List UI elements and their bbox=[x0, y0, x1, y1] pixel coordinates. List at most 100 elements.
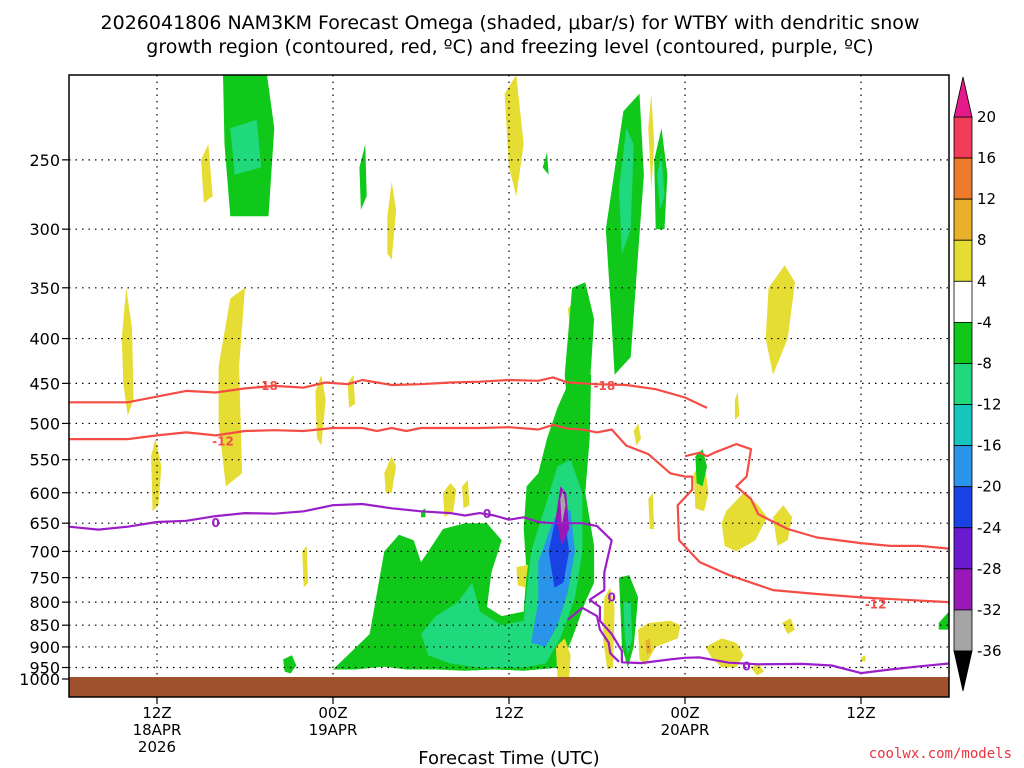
colorbar-swatch bbox=[953, 527, 973, 570]
chart-title-line-2: growth region (contoured, red, ºC) and f… bbox=[146, 36, 873, 58]
omega-shade-region bbox=[633, 423, 641, 446]
contour-label: -12 bbox=[212, 435, 234, 449]
colorbar-swatch bbox=[953, 157, 973, 200]
x-tick-label: 2026 bbox=[138, 738, 176, 756]
colorbar-swatch bbox=[953, 486, 973, 529]
omega-shade-region bbox=[657, 152, 665, 210]
y-tick-label: 500 bbox=[29, 414, 60, 433]
freezing-level-contour-line bbox=[69, 502, 949, 675]
omega-shade-region bbox=[638, 620, 681, 666]
omega-shade-region bbox=[648, 93, 655, 190]
colorbar-level-label: -32 bbox=[977, 601, 1002, 619]
omega-shade-region bbox=[218, 287, 245, 487]
contour-label: 0 bbox=[483, 507, 491, 521]
colorbar-swatch bbox=[953, 280, 973, 323]
colorbar-legend: 20 16 12 8 4 -4 -8 -12 -16 -20 -24 -28 -32 -36 bbox=[953, 76, 1002, 692]
colorbar-swatch bbox=[953, 239, 973, 282]
omega-shade-region bbox=[560, 489, 566, 527]
omega-shade-region bbox=[443, 483, 457, 518]
colorbar-swatch bbox=[953, 568, 973, 611]
y-tick-label: 450 bbox=[29, 374, 60, 393]
y-tick-label: 1000 bbox=[19, 670, 60, 689]
colorbar-level-label: -12 bbox=[977, 396, 1002, 414]
x-tick-label: 12Z bbox=[494, 704, 523, 722]
y-tick-label: 800 bbox=[29, 593, 60, 612]
omega-shade-region bbox=[695, 449, 707, 487]
omega-shade-region bbox=[555, 638, 571, 678]
x-tick-label: 00Z bbox=[318, 704, 347, 722]
dgz-contour-line bbox=[69, 376, 708, 409]
colorbar-bottom-arrow bbox=[953, 650, 973, 692]
contour-label: -12 bbox=[865, 598, 887, 612]
contour-label: -18 bbox=[593, 379, 615, 393]
credit-text: coolwx.com/models bbox=[869, 746, 1012, 762]
y-tick-label: 250 bbox=[29, 151, 60, 170]
omega-shade-region bbox=[602, 587, 615, 670]
colorbar-level-label: 8 bbox=[977, 231, 987, 249]
colorbar-level-label: -8 bbox=[977, 354, 992, 372]
y-tick-label: 350 bbox=[29, 279, 60, 298]
colorbar-swatch bbox=[953, 609, 973, 652]
colorbar-top-arrow bbox=[953, 76, 973, 118]
y-tick-label: 600 bbox=[29, 484, 60, 503]
dgz-contour-line bbox=[69, 423, 949, 604]
omega-shade-region bbox=[542, 152, 549, 175]
y-tick-label: 750 bbox=[29, 569, 60, 588]
omega-shade-region bbox=[861, 655, 866, 662]
contour-layer: -18 -18 -12 -12 0 0 0 0 bbox=[69, 376, 949, 675]
omega-shading-layer bbox=[121, 75, 949, 678]
colorbar-swatch bbox=[953, 363, 973, 405]
omega-shade-region bbox=[734, 391, 740, 420]
plot-background bbox=[69, 75, 949, 697]
omega-shade-region bbox=[384, 456, 397, 493]
chart-title-line-1: 2026041806 NAM3KM Forecast Omega (shaded… bbox=[101, 12, 920, 34]
x-axis-label: Forecast Time (UTC) bbox=[418, 748, 599, 768]
colorbar-level-label: -24 bbox=[977, 519, 1002, 537]
x-tick-label: 19APR bbox=[309, 721, 358, 739]
y-tick-label: 650 bbox=[29, 514, 60, 533]
omega-shade-region bbox=[781, 618, 795, 634]
contour-label: 0 bbox=[742, 659, 750, 673]
colorbar-level-label: 12 bbox=[977, 190, 996, 208]
colorbar-level-label: 20 bbox=[977, 108, 996, 126]
colorbar-level-label: -16 bbox=[977, 437, 1002, 455]
colorbar-swatch bbox=[953, 404, 973, 447]
omega-shade-region bbox=[230, 119, 262, 175]
colorbar-swatch bbox=[953, 321, 973, 364]
contour-label: 0 bbox=[607, 590, 615, 604]
y-tick-label: 400 bbox=[29, 330, 60, 349]
colorbar-swatch bbox=[953, 445, 973, 488]
omega-shade-region bbox=[516, 564, 529, 588]
x-tick-label: 12Z bbox=[846, 704, 875, 722]
colorbar-level-label: -36 bbox=[977, 642, 1002, 660]
plot-area: -18 -18 -12 -12 0 0 0 0 bbox=[69, 75, 949, 697]
omega-shade-region bbox=[504, 75, 524, 197]
y-tick-label: 950 bbox=[29, 658, 60, 677]
y-tick-label: 850 bbox=[29, 616, 60, 635]
omega-shade-region bbox=[751, 663, 765, 676]
y-tick-label: 700 bbox=[29, 542, 60, 561]
colorbar-level-label: 16 bbox=[977, 149, 996, 167]
omega-shade-region bbox=[359, 144, 367, 210]
ground-terrain bbox=[69, 677, 949, 697]
dgz-contour-line bbox=[684, 443, 949, 550]
colorbar-level-label: -4 bbox=[977, 313, 992, 331]
omega-shade-region bbox=[283, 655, 297, 674]
omega-shade-region bbox=[315, 374, 326, 446]
colorbar-swatch bbox=[953, 198, 973, 241]
omega-shade-region bbox=[648, 492, 655, 529]
y-tick-label: 300 bbox=[29, 220, 60, 239]
contour-label: 0 bbox=[211, 516, 219, 530]
contour-label: -18 bbox=[256, 379, 278, 393]
freezing-level-contour-line bbox=[567, 606, 620, 663]
x-tick-label: 00Z bbox=[670, 704, 699, 722]
omega-shade-region bbox=[387, 182, 397, 260]
colorbar-swatch bbox=[953, 116, 973, 159]
x-tick-label: 18APR bbox=[133, 721, 182, 739]
omega-shade-region bbox=[462, 479, 470, 509]
colorbar-level-label: -28 bbox=[977, 560, 1002, 578]
omega-shade-region bbox=[765, 265, 795, 375]
colorbar-level-label: 4 bbox=[977, 272, 987, 290]
